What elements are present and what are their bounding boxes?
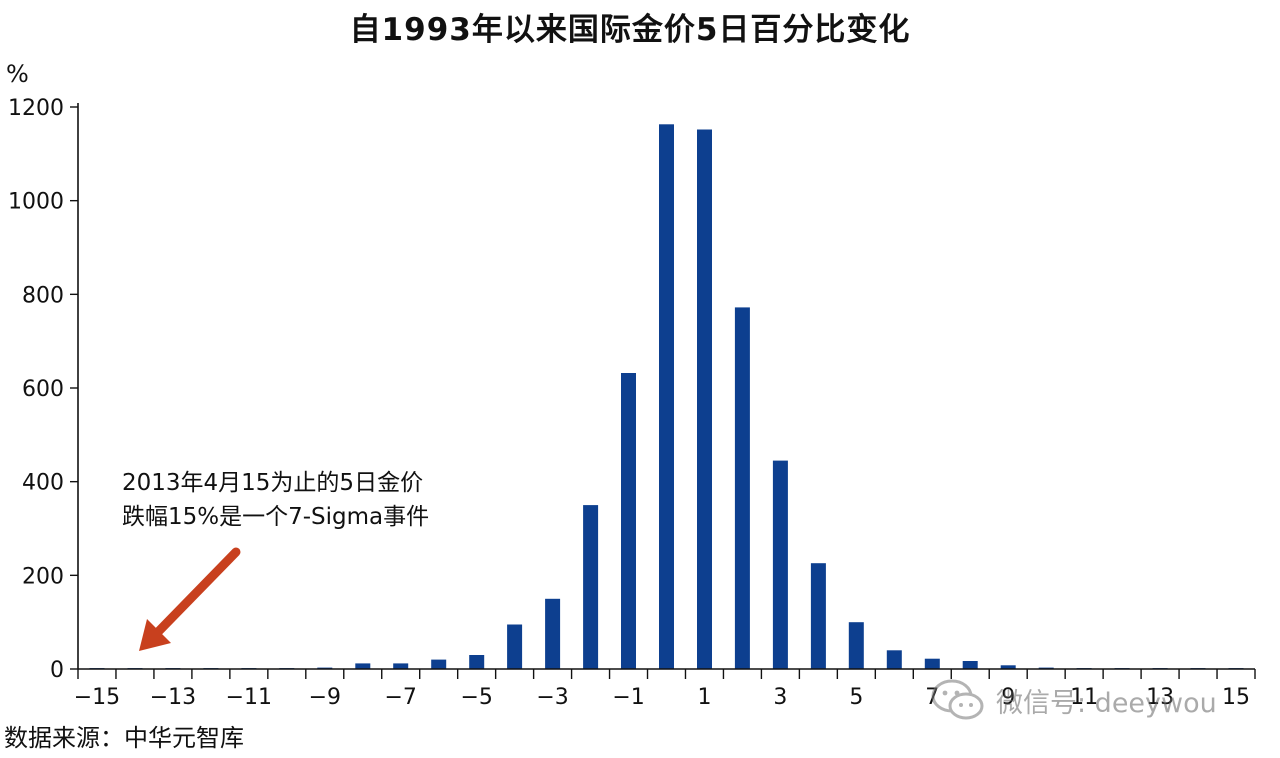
x-tick-label: 5 (849, 685, 863, 710)
bar (507, 624, 523, 669)
bar (621, 373, 636, 669)
bar (886, 650, 902, 669)
bar (772, 460, 788, 669)
bar (469, 655, 485, 669)
x-tick-label: −1 (612, 685, 644, 710)
y-tick-label: 1200 (8, 96, 64, 121)
x-tick-label: −3 (536, 685, 568, 710)
chart-title: 自1993年以来国际金价5日百分比变化 (349, 12, 911, 48)
x-tick-label: −5 (460, 685, 492, 710)
bar (1000, 665, 1016, 669)
y-tick-label: 800 (22, 283, 64, 308)
x-tick-label: 15 (1222, 685, 1250, 710)
bar (962, 661, 978, 669)
x-tick-label: 1 (697, 685, 711, 710)
x-tick-label: 9 (1001, 685, 1015, 710)
x-tick-label: −11 (226, 685, 272, 710)
x-tick-label: −9 (309, 685, 341, 710)
y-axis-unit-label: % (6, 60, 29, 88)
annotation-line-2: 跌幅15%是一个7-Sigma事件 (122, 504, 430, 530)
arrow-head (139, 619, 171, 651)
bar (924, 658, 940, 669)
annotation-arrow (139, 547, 241, 651)
watermark-text: 微信号: deeywou (996, 687, 1217, 719)
x-tick-label: −7 (385, 685, 417, 710)
bar (583, 505, 599, 669)
x-tick-label: 13 (1146, 685, 1174, 710)
wechat-icon (931, 679, 984, 720)
x-tick-label: −15 (74, 685, 120, 710)
annotation-text: 2013年4月15为止的5日金价 跌幅15%是一个7-Sigma事件 (122, 466, 429, 534)
bar (734, 307, 750, 669)
arrow-shaft (153, 547, 241, 637)
bar (810, 563, 826, 669)
annotation-line-1: 2013年4月15为止的5日金价 (122, 470, 424, 496)
bars-group (89, 124, 1244, 670)
bar (545, 598, 561, 670)
y-tick-label: 600 (22, 377, 64, 402)
x-tick-label: 11 (1070, 685, 1098, 710)
watermark: 微信号: deeywou (930, 678, 1217, 722)
bar (848, 622, 864, 669)
bar (393, 663, 409, 669)
bar (431, 659, 447, 669)
source-note: 数据来源：中华元智库 (4, 724, 244, 752)
bar (697, 129, 712, 669)
x-tick-label: −13 (150, 685, 196, 710)
y-tick-label: 400 (22, 471, 64, 496)
bar (355, 663, 371, 669)
x-tick-label: 3 (773, 685, 787, 710)
y-tick-label: 200 (22, 564, 64, 589)
bar (659, 124, 674, 670)
y-tick-label: 0 (50, 658, 64, 683)
y-tick-label: 1000 (8, 190, 64, 215)
